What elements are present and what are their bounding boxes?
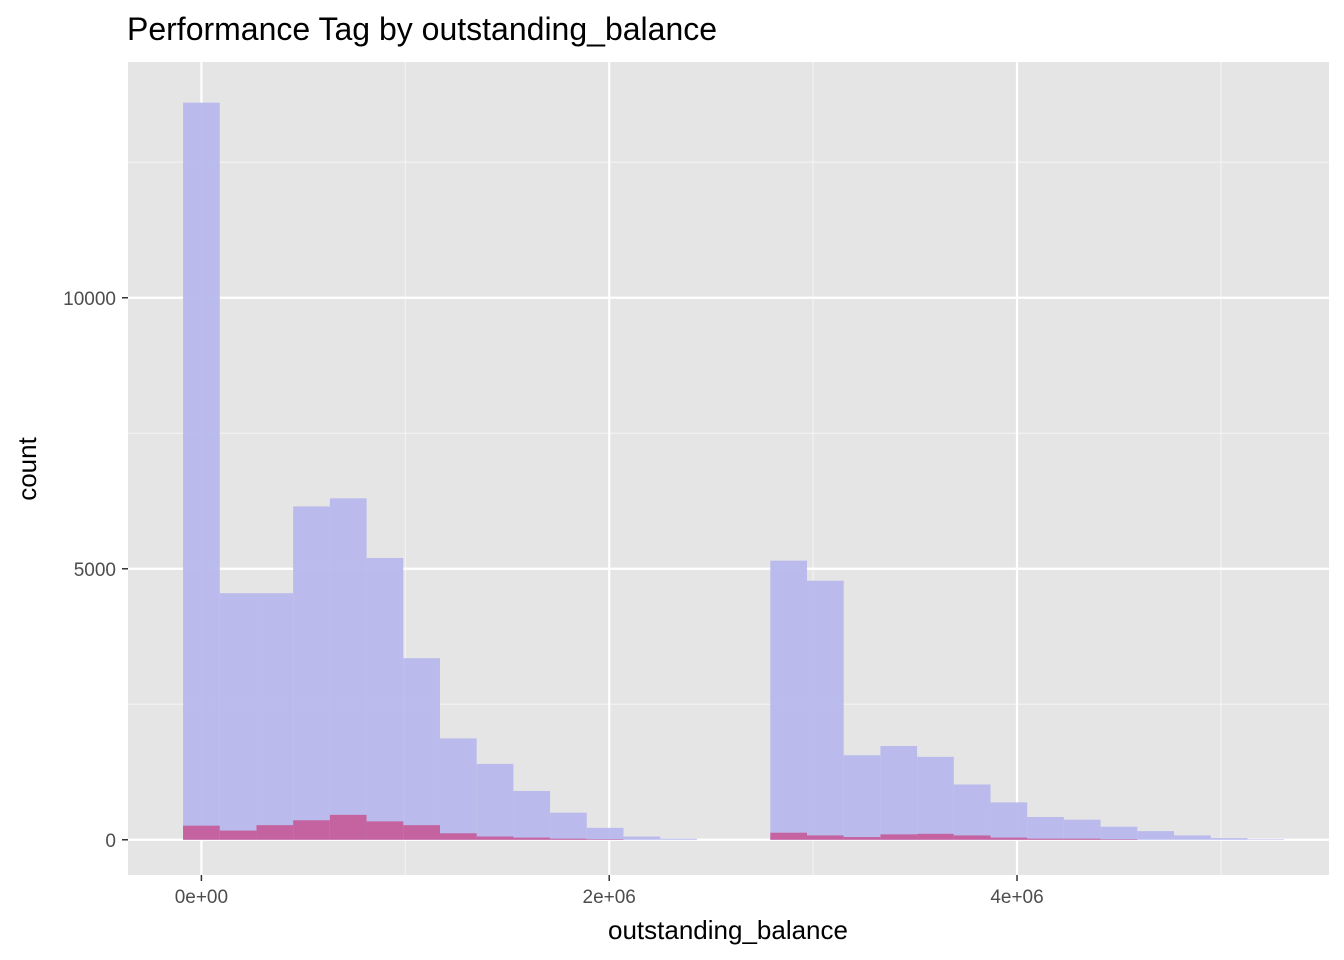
histogram-bar-series-2 [880,834,918,840]
histogram-bar-series-1 [550,812,587,840]
y-tick-label: 5000 [74,560,116,581]
histogram-bar-series-1 [586,827,624,840]
histogram-bar-series-2 [917,833,954,840]
histogram-bar-series-2 [1027,838,1064,840]
histogram-bar-series-2 [770,832,808,840]
histogram-bar-series-2 [403,825,440,840]
histogram-bar-series-2 [843,837,881,840]
histogram-bar-series-1 [1063,819,1101,840]
histogram-bar-series-1 [183,102,220,840]
histogram-bar-series-1 [256,593,294,840]
histogram-bar-series-1 [807,580,844,840]
histogram-bar-series-2 [513,837,551,840]
y-axis: 0 5000 10000 [63,289,128,852]
histogram-bar-series-2 [329,814,367,840]
histogram-bar-series-2 [1063,838,1101,840]
histogram-bar-series-2 [293,820,330,840]
histogram-bar-series-1 [623,836,661,840]
histogram-bar-series-1 [917,756,954,840]
histogram-bar-series-1 [770,560,808,840]
histogram-bar-series-1 [660,838,697,840]
histogram-bar-series-1 [366,557,404,840]
histogram-bar-series-1 [880,746,918,840]
histogram-bar-series-1 [843,755,881,840]
histogram-bar-series-1 [953,784,991,840]
histogram-bar-series-1 [1210,838,1248,840]
histogram-bar-series-2 [256,825,294,840]
histogram-bar-series-1 [990,802,1028,840]
histogram-bar-series-2 [550,838,587,840]
x-axis-title: outstanding_balance [608,915,848,945]
histogram-bar-series-1 [1137,831,1175,840]
x-axis: 0e+00 2e+06 4e+06 [175,875,1044,908]
histogram-bar-series-1 [1174,835,1211,840]
histogram-bar-series-2 [990,837,1028,840]
histogram-bar-series-2 [1100,839,1138,840]
x-tick-label: 4e+06 [990,887,1043,908]
histogram-bar-series-1 [439,738,477,840]
chart-title: Performance Tag by outstanding_balance [127,11,717,47]
histogram-bar-series-2 [953,835,991,840]
y-tick-label: 0 [105,831,116,852]
histogram-bar-series-2 [219,830,257,840]
histogram-bar-series-1 [403,658,440,840]
histogram-bar-series-2 [366,821,404,840]
histogram-bar-series-2 [476,836,514,840]
x-tick-label: 2e+06 [583,887,636,908]
histogram-bar-series-2 [183,825,220,840]
histogram-bar-series-1 [513,790,551,840]
histogram-bar-series-2 [807,835,844,840]
y-tick-label: 10000 [63,289,116,310]
histogram-bar-series-1 [1100,826,1138,840]
histogram-bar-series-2 [439,833,477,840]
histogram-bar-series-1 [293,506,330,840]
histogram-bar-series-1 [1027,817,1064,840]
x-tick-label: 0e+00 [175,887,228,908]
histogram-bars [183,102,1285,840]
histogram-bar-series-1 [1247,839,1285,840]
histogram-bar-series-1 [476,763,514,840]
y-axis-title: count [12,436,42,500]
histogram-bar-series-2 [586,839,624,840]
histogram-bar-series-1 [329,498,367,840]
histogram-bar-series-1 [219,593,257,840]
